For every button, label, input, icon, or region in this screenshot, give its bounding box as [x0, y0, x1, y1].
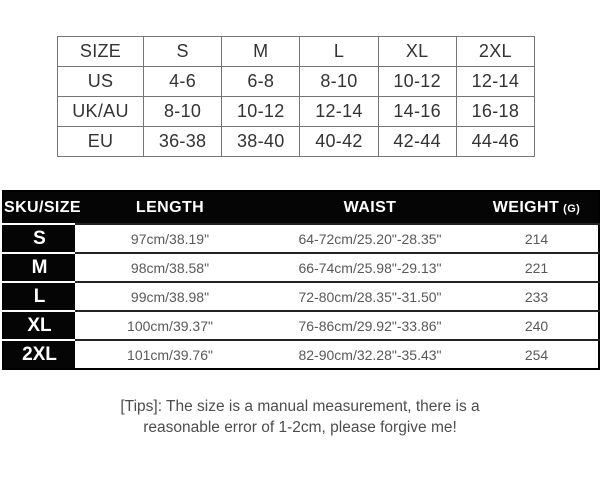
size-value-cell: 8-10 — [142, 96, 223, 127]
size-value-cell: 36-38 — [142, 126, 223, 157]
size-value-cell: 12-14 — [299, 96, 379, 127]
table-row: UK/AU 8-10 10-12 12-14 14-16 16-18 — [57, 96, 536, 127]
table-row: XL 100cm/39.37" 76-86cm/29.92"-33.86" 24… — [3, 310, 599, 340]
region-label-cell: US — [57, 66, 144, 97]
length-cell: 101cm/39.76" — [75, 339, 265, 369]
size-col-header: 2XL — [455, 36, 536, 67]
weight-unit-label: (G) — [563, 202, 581, 215]
size-row-label: M — [3, 252, 75, 282]
size-value-cell: 42-44 — [377, 126, 457, 157]
waist-header: WAIST — [265, 191, 475, 224]
size-value-cell: 10-12 — [221, 96, 301, 127]
size-row-label: 2XL — [3, 339, 75, 369]
region-label-cell: UK/AU — [57, 96, 144, 127]
weight-cell: 221 — [475, 252, 599, 282]
weight-cell: 254 — [475, 339, 599, 369]
table-row: SIZE S M L XL 2XL — [57, 36, 536, 67]
tips-note: [Tips]: The size is a manual measurement… — [0, 396, 600, 438]
size-col-header: M — [221, 36, 301, 67]
weight-cell: 240 — [475, 310, 599, 340]
length-cell: 98cm/38.58" — [75, 252, 265, 282]
table-row: EU 36-38 38-40 40-42 42-44 44-46 — [57, 126, 536, 157]
length-cell: 100cm/39.37" — [75, 310, 265, 340]
size-col-header: XL — [377, 36, 457, 67]
table-row: S 97cm/38.19" 64-72cm/25.20"-28.35" 214 — [3, 223, 599, 253]
waist-cell: 72-80cm/28.35"-31.50" — [265, 281, 475, 311]
size-row-label: XL — [3, 310, 75, 340]
measurement-table: SKU/SIZE LENGTH WAIST WEIGHT (G) S 97cm/3… — [2, 190, 600, 370]
size-col-header: L — [299, 36, 379, 67]
tips-line-2: reasonable error of 1-2cm, please forgiv… — [143, 419, 457, 436]
table-row: M 98cm/38.58" 66-74cm/25.98"-29.13" 221 — [3, 252, 599, 282]
weight-header: WEIGHT (G) — [475, 191, 599, 224]
size-value-cell: 16-18 — [455, 96, 536, 127]
table-row: L 99cm/38.98" 72-80cm/28.35"-31.50" 233 — [3, 281, 599, 311]
tips-line-1: [Tips]: The size is a manual measurement… — [120, 398, 480, 415]
size-value-cell: 38-40 — [221, 126, 301, 157]
size-value-cell: 44-46 — [455, 126, 536, 157]
sku-size-header: SKU/SIZE — [3, 191, 81, 224]
weight-cell: 233 — [475, 281, 599, 311]
size-value-cell: 8-10 — [299, 66, 379, 97]
length-cell: 99cm/38.98" — [75, 281, 265, 311]
size-value-cell: 6-8 — [221, 66, 301, 97]
table-row: US 4-6 6-8 8-10 10-12 12-14 — [57, 66, 536, 97]
waist-cell: 64-72cm/25.20"-28.35" — [265, 223, 475, 253]
size-value-cell: 4-6 — [142, 66, 223, 97]
size-conversion-table: SIZE S M L XL 2XL US 4-6 6-8 8-10 10-12 … — [57, 36, 536, 157]
size-value-cell: 12-14 — [455, 66, 536, 97]
weight-header-label: WEIGHT — [492, 198, 560, 216]
size-value-cell: 10-12 — [377, 66, 457, 97]
weight-cell: 214 — [475, 223, 599, 253]
region-label-cell: EU — [57, 126, 144, 157]
waist-cell: 82-90cm/32.28"-35.43" — [265, 339, 475, 369]
waist-cell: 76-86cm/29.92"-33.86" — [265, 310, 475, 340]
size-row-label: L — [3, 281, 75, 311]
size-value-cell: 40-42 — [299, 126, 379, 157]
table-row: 2XL 101cm/39.76" 82-90cm/32.28"-35.43" 2… — [3, 339, 599, 369]
table-header-row: SKU/SIZE LENGTH WAIST WEIGHT (G) — [3, 191, 599, 224]
size-header-cell: SIZE — [57, 36, 144, 67]
waist-cell: 66-74cm/25.98"-29.13" — [265, 252, 475, 282]
length-cell: 97cm/38.19" — [75, 223, 265, 253]
length-header: LENGTH — [75, 191, 265, 224]
size-row-label: S — [3, 223, 75, 253]
size-value-cell: 14-16 — [377, 96, 457, 127]
size-col-header: S — [142, 36, 223, 67]
